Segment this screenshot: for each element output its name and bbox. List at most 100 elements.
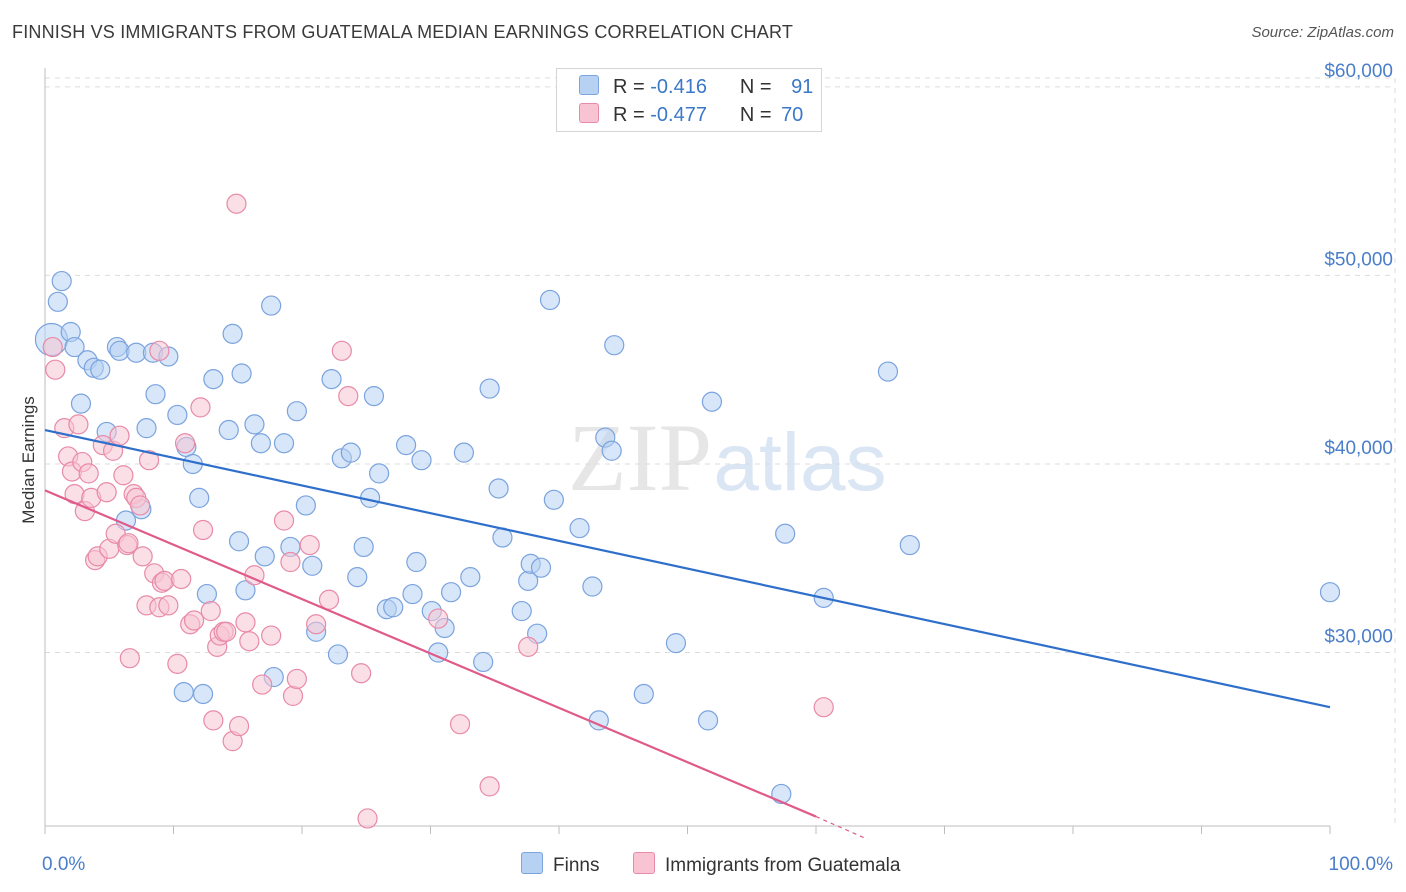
guatemala-point-67 <box>428 608 449 629</box>
axis-labels: $30,000 $40,000 $50,000 $60,000 0.0% 100.0% Me… <box>19 61 1393 875</box>
guatemala-point-22 <box>119 648 140 669</box>
finns-point-82 <box>697 710 719 731</box>
finns-legend-label: Finns <box>553 855 600 876</box>
finns-point-2 <box>51 270 72 292</box>
finns-point-17 <box>145 384 166 405</box>
finns-point-74 <box>569 517 590 539</box>
finns-trend-line <box>44 428 1331 709</box>
guatemala-point-36 <box>171 568 192 590</box>
guatemala-point-35 <box>167 653 188 674</box>
finns-point-85 <box>775 523 796 544</box>
finns-point-43 <box>327 644 349 665</box>
finns-point-62 <box>460 567 481 588</box>
finns-point-55 <box>406 551 427 573</box>
finns-point-39 <box>295 495 316 516</box>
guatemala-point-21 <box>118 533 139 554</box>
guatemala-point-47 <box>216 621 237 642</box>
finns-point-42 <box>321 369 342 390</box>
y-tick-label-0: $30,000 <box>1324 627 1393 648</box>
guatemala-point-58 <box>282 685 304 706</box>
guatemala-trend-extension <box>815 816 868 840</box>
watermark: ZIP atlas <box>568 404 887 511</box>
finns-point-83 <box>701 391 723 412</box>
legend-row-finns: R = -0.416 N = 91 <box>579 75 813 101</box>
guatemala-point-9 <box>78 463 99 484</box>
finns-point-84 <box>771 783 792 805</box>
x-tick-label-0: 0.0% <box>42 854 85 875</box>
finns-point-81 <box>665 632 687 654</box>
guatemala-point-40 <box>190 397 211 418</box>
guatemala-r-label: R = <box>613 104 645 126</box>
guatemala-point-51 <box>235 612 256 633</box>
guatemala-point-54 <box>252 674 273 695</box>
finns-point-72 <box>539 289 561 311</box>
finns-point-31 <box>244 414 265 435</box>
finns-n-value: 91 <box>791 76 814 98</box>
guatemala-point-49 <box>226 193 247 214</box>
guatemala-swatch <box>579 103 599 123</box>
finns-n-label: N = <box>739 76 772 98</box>
finns-point-23 <box>189 487 210 509</box>
guatemala-point-68 <box>449 714 471 735</box>
finns-point-20 <box>173 682 194 703</box>
y-axis-label: Median Earnings <box>19 396 38 524</box>
guatemala-point-0 <box>42 336 63 358</box>
finns-point-60 <box>440 582 462 603</box>
legend-item-finns: Finns <box>521 852 599 877</box>
finns-point-53 <box>395 435 417 456</box>
guatemala-point-34 <box>158 595 179 616</box>
y-tick-label-1: $40,000 <box>1324 438 1393 459</box>
guatemala-point-39 <box>183 610 205 631</box>
finns-point-89 <box>1319 582 1341 603</box>
finns-point-40 <box>302 555 323 576</box>
guatemala-point-64 <box>338 385 359 407</box>
guatemala-point-57 <box>280 551 301 573</box>
finns-point-50 <box>369 463 390 484</box>
finns-point-28 <box>222 323 243 344</box>
guatemala-point-66 <box>357 808 378 829</box>
guatemala-point-61 <box>306 614 327 635</box>
guatemala-point-65 <box>351 663 372 684</box>
guatemala-point-60 <box>299 534 320 556</box>
finns-point-46 <box>347 567 368 588</box>
finns-point-5 <box>70 393 92 414</box>
guatemala-n-label: N = <box>739 104 772 126</box>
guatemala-n-value: 70 <box>781 104 804 126</box>
guatemala-point-63 <box>331 340 352 361</box>
chart-source: Source: ZipAtlas.com <box>1251 24 1394 41</box>
finns-point-63 <box>473 651 494 673</box>
finns-point-49 <box>363 385 385 407</box>
x-tick-label-1: 100.0% <box>1329 854 1394 875</box>
finns-point-80 <box>633 683 654 705</box>
finns-point-65 <box>488 478 509 499</box>
chart-title: FINNISH VS IMMIGRANTS FROM GUATEMALA MED… <box>12 22 794 42</box>
series-finns <box>34 270 1341 805</box>
finns-point-26 <box>203 369 224 390</box>
guatemala-point-50 <box>228 715 250 737</box>
guatemala-point-28 <box>138 450 160 471</box>
finns-point-79 <box>604 335 625 356</box>
finns-point-30 <box>235 580 256 601</box>
guatemala-legend-label: Immigrants from Guatemala <box>665 855 901 876</box>
legend-row-guatemala: R = -0.477 N = 70 <box>579 103 803 129</box>
finns-swatch <box>579 75 599 95</box>
finns-point-61 <box>453 442 475 463</box>
legend-item-guatemala: Immigrants from Guatemala <box>633 852 900 877</box>
finns-point-34 <box>261 295 282 316</box>
finns-point-87 <box>877 361 899 382</box>
guatemala-point-14 <box>96 482 117 503</box>
finns-point-36 <box>273 433 295 454</box>
finns-r-label: R = <box>613 76 645 98</box>
guatemala-point-31 <box>149 340 170 361</box>
guatemala-point-59 <box>286 668 307 690</box>
guatemala-point-52 <box>239 631 260 652</box>
guatemala-point-18 <box>109 425 130 446</box>
finns-point-73 <box>543 489 564 510</box>
finns-r-value: -0.416 <box>650 76 707 98</box>
trend-lines <box>44 428 1331 840</box>
finns-point-71 <box>530 557 552 578</box>
guatemala-point-1 <box>45 359 66 380</box>
guatemala-trend-line <box>44 489 817 818</box>
finns-point-54 <box>402 583 423 605</box>
